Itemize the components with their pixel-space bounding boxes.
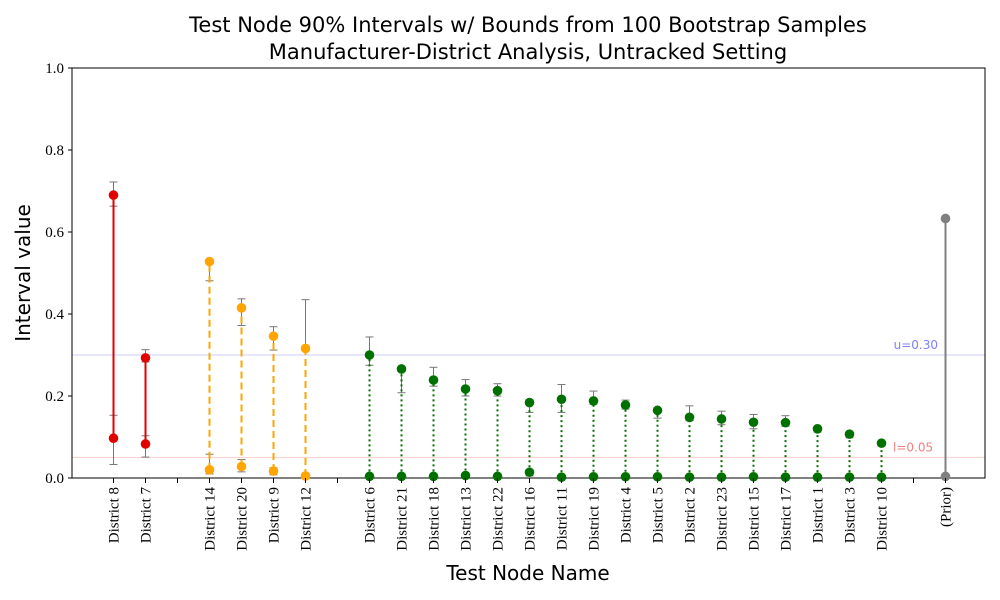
upper-bound-point <box>396 364 407 374</box>
upper-bound-point <box>588 396 599 406</box>
lower-bound-point <box>940 471 951 482</box>
upper-bound-point <box>300 343 311 354</box>
lower-reference-label: l=0.05 <box>893 441 933 455</box>
chart-title-line2: Manufacturer-District Analysis, Untracke… <box>269 40 787 64</box>
lower-bound-point <box>716 472 727 482</box>
lower-bound-point <box>748 471 759 482</box>
lower-bound-point <box>876 472 887 482</box>
x-tick-label: District 12 <box>299 487 315 551</box>
upper-bound-point <box>492 385 503 396</box>
y-tick-label: 0.8 <box>45 143 64 159</box>
upper-bound-point <box>428 375 439 385</box>
lower-bound-point <box>460 470 471 481</box>
upper-bound-point <box>268 331 279 341</box>
upper-bound-point <box>204 256 215 267</box>
x-axis-label: Test Node Name <box>445 561 609 585</box>
x-tick-label: District 15 <box>747 487 763 551</box>
x-tick-label: District 7 <box>139 487 155 544</box>
y-tick-label: 0.0 <box>45 471 64 487</box>
x-tick-label: District 21 <box>395 487 411 551</box>
lower-bound-point <box>364 471 375 482</box>
x-tick-label: District 20 <box>235 487 251 551</box>
upper-bound-point <box>684 412 695 423</box>
x-tick-label: District 19 <box>587 487 603 551</box>
lower-bound-point <box>780 472 791 482</box>
upper-bound-point <box>716 414 727 424</box>
x-tick-label: District 9 <box>267 487 283 543</box>
chart-title-line1: Test Node 90% Intervals w/ Bounds from 1… <box>188 13 867 37</box>
y-tick-label: 0.2 <box>45 389 64 405</box>
x-tick-label: District 1 <box>811 487 827 543</box>
x-tick-label: District 4 <box>619 487 635 544</box>
lower-bound-point <box>844 472 855 482</box>
lower-bound-point <box>108 433 119 444</box>
x-tick-label: District 14 <box>203 487 219 551</box>
upper-bound-point <box>236 303 247 313</box>
x-tick-label: District 8 <box>107 487 123 543</box>
lower-bound-point <box>652 471 663 482</box>
upper-bound-point <box>876 438 887 448</box>
lower-bound-point <box>588 471 599 482</box>
lower-bound-point <box>204 465 215 475</box>
x-tick-label: District 2 <box>683 487 699 543</box>
upper-reference-label: u=0.30 <box>894 338 938 352</box>
lower-bound-point <box>620 471 631 482</box>
x-tick-label: District 13 <box>459 487 475 551</box>
upper-bound-point <box>652 405 663 416</box>
x-tick-label: (Prior) <box>939 487 955 527</box>
y-tick-label: 1.0 <box>45 61 64 77</box>
lower-bound-point <box>428 471 439 482</box>
upper-bound-point <box>844 429 855 439</box>
upper-bound-point <box>108 190 119 200</box>
lower-bound-point <box>684 472 695 482</box>
x-tick-label: District 6 <box>363 487 379 544</box>
upper-bound-point <box>812 424 823 434</box>
x-tick-label: District 10 <box>875 487 891 551</box>
lower-bound-point <box>300 471 311 481</box>
x-tick-label: District 3 <box>843 487 859 543</box>
x-tick-label: District 5 <box>651 487 667 543</box>
y-tick-label: 0.4 <box>45 307 64 323</box>
lower-bound-point <box>236 461 247 472</box>
x-tick-label: District 11 <box>555 487 571 550</box>
lower-bound-point <box>524 467 535 478</box>
upper-bound-point <box>460 384 471 394</box>
upper-bound-point <box>140 353 151 363</box>
upper-bound-point <box>620 400 631 410</box>
upper-bound-point <box>364 350 375 360</box>
lower-bound-point <box>268 466 279 476</box>
x-tick-label: District 18 <box>427 487 443 551</box>
upper-bound-point <box>524 397 535 408</box>
x-tick-label: District 17 <box>779 487 795 551</box>
x-tick-label: District 22 <box>491 487 507 551</box>
upper-bound-point <box>780 417 791 428</box>
y-tick-label: 0.6 <box>45 225 64 241</box>
lower-bound-point <box>492 471 503 482</box>
plot-area: u=0.30 l=0.05 0.0 0.2 0.4 0.6 0.8 1.0 District 8… <box>45 61 986 551</box>
lower-bound-point <box>140 439 151 449</box>
x-tick-label: District 16 <box>523 487 539 551</box>
lower-bound-point <box>396 471 407 482</box>
upper-bound-point <box>940 213 951 224</box>
x-tick-label: District 23 <box>715 487 731 551</box>
y-axis-label: Interval value <box>11 204 35 342</box>
lower-bound-point <box>556 472 567 482</box>
upper-bound-point <box>556 394 567 405</box>
lower-bound-point <box>812 472 823 482</box>
upper-bound-point <box>748 417 759 428</box>
axes-frame <box>71 67 986 479</box>
